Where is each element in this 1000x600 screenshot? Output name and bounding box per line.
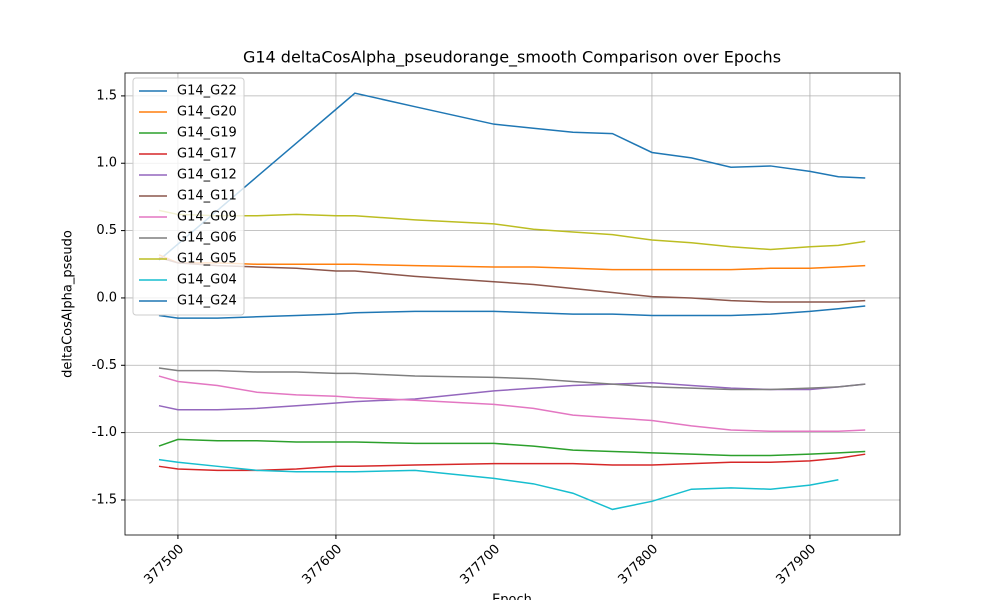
series-line [158, 92, 866, 261]
x-tick-label: 377700 [458, 542, 504, 588]
y-tick-label: -1.5 [92, 492, 117, 507]
legend-label: G14_G09 [177, 210, 237, 225]
series-line [158, 453, 866, 472]
legend-label: G14_G24 [177, 294, 237, 309]
x-tick-label: 377600 [300, 542, 346, 588]
legend-box [132, 77, 245, 316]
legend-label: G14_G05 [177, 252, 237, 267]
legend-label: G14_G06 [177, 231, 237, 246]
legend-label: G14_G12 [177, 168, 237, 183]
y-tick-label: -1.0 [92, 425, 117, 440]
chart-title: G14 deltaCosAlpha_pseudorange_smooth Com… [243, 48, 781, 68]
legend-label: G14_G20 [177, 105, 237, 120]
legend-label: G14_G22 [177, 84, 237, 99]
series-line [158, 305, 866, 319]
legend-label: G14_G19 [177, 126, 237, 141]
series-line [158, 209, 866, 251]
x-tick-label: 377900 [774, 542, 820, 588]
x-axis-label: Epoch [492, 593, 532, 600]
plot-frame [124, 72, 901, 536]
y-tick-label: 0.5 [96, 223, 117, 238]
legend-label: G14_G17 [177, 147, 237, 162]
series-line [158, 438, 866, 457]
y-axis-label: deltaCosAlpha_pseudo [61, 230, 76, 378]
series-line [158, 375, 866, 433]
y-tick-label: 1.5 [96, 88, 117, 103]
x-tick-label: 377800 [616, 542, 662, 588]
y-tick-label: -0.5 [92, 358, 117, 373]
series-line [158, 254, 866, 271]
y-tick-label: 1.0 [96, 156, 117, 171]
y-tick-label: 0.0 [96, 290, 117, 305]
legend-label: G14_G04 [177, 273, 237, 288]
legend-label: G14_G11 [177, 189, 237, 204]
series-line [158, 256, 866, 303]
series-line [158, 367, 866, 391]
x-tick-label: 377500 [142, 542, 188, 588]
series-line [158, 458, 839, 511]
